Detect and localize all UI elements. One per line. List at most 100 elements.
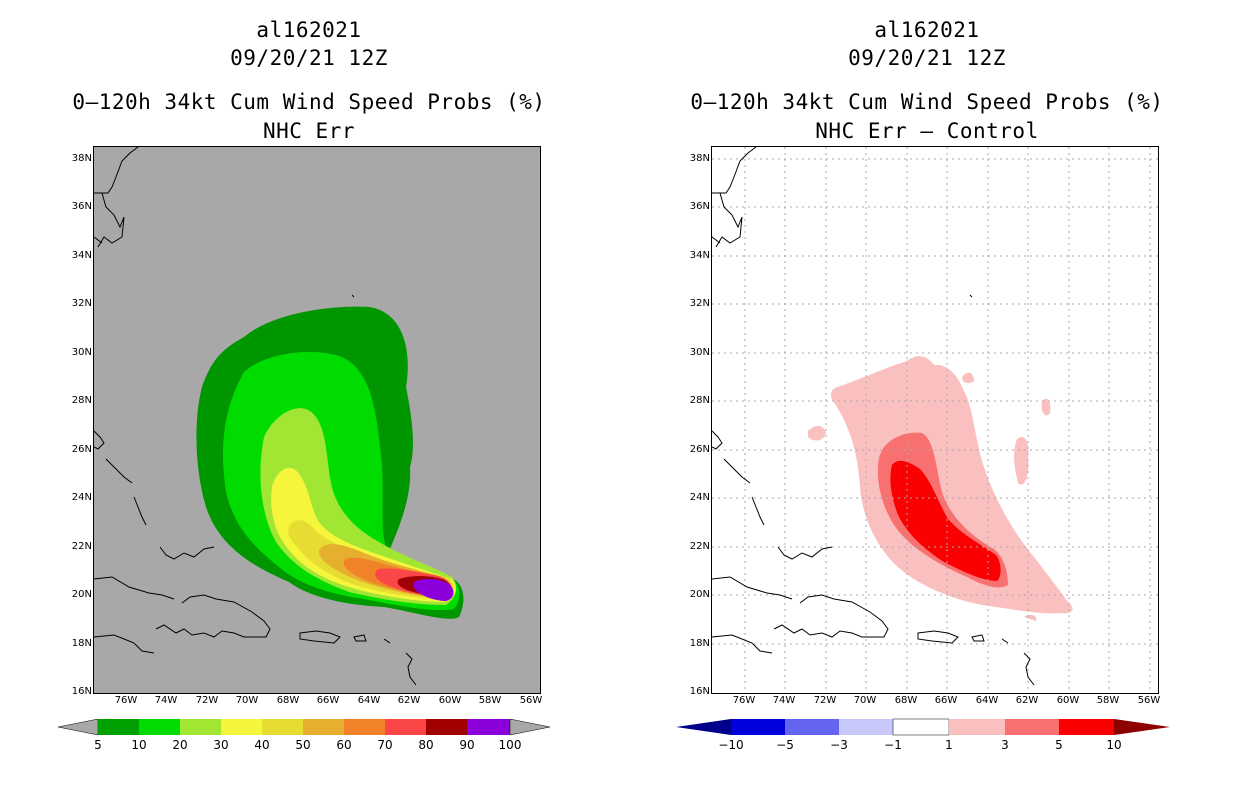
colorbar-end-low bbox=[676, 719, 731, 735]
lat-label: 36N bbox=[689, 201, 710, 212]
lat-label: 30N bbox=[689, 347, 710, 358]
lon-label: 56W bbox=[1137, 695, 1161, 706]
colorbar-bin bbox=[98, 719, 139, 735]
lat-label: 28N bbox=[689, 395, 710, 406]
colorbar-label: 70 bbox=[377, 738, 393, 752]
lon-label: 58W bbox=[478, 695, 502, 706]
colorbar-bin bbox=[839, 719, 893, 735]
colorbar-bin bbox=[467, 719, 510, 735]
map-subtitle: NHC Err – Control bbox=[815, 119, 1039, 143]
colorbar-label: 1 bbox=[945, 738, 953, 752]
colorbar-bin bbox=[949, 719, 1005, 735]
lat-label: 18N bbox=[71, 638, 92, 649]
colorbar-bin bbox=[1005, 719, 1059, 735]
datetime: 09/20/21 12Z bbox=[230, 46, 388, 70]
colorbar bbox=[57, 718, 551, 736]
contour-90pct bbox=[413, 578, 454, 601]
lat-label: 26N bbox=[71, 444, 92, 455]
colorbar-bin bbox=[385, 719, 426, 735]
colorbar-label: 30 bbox=[213, 738, 229, 752]
lon-label: 64W bbox=[357, 695, 381, 706]
colorbar-label: −5 bbox=[776, 738, 794, 752]
datetime: 09/20/21 12Z bbox=[848, 46, 1006, 70]
colorbar-end-high bbox=[1114, 719, 1170, 735]
colorbar-label: 10 bbox=[131, 738, 147, 752]
colorbar-label: −10 bbox=[718, 738, 744, 752]
map-title: 0–120h 34kt Cum Wind Speed Probs (%) bbox=[690, 90, 1164, 114]
lon-label: 72W bbox=[813, 695, 837, 706]
storm-id: al162021 bbox=[256, 18, 362, 42]
colorbar-bin bbox=[1059, 719, 1114, 735]
lat-label: 26N bbox=[689, 444, 710, 455]
colorbar-label: 5 bbox=[94, 738, 102, 752]
lat-label: 32N bbox=[689, 298, 710, 309]
lat-label: 16N bbox=[71, 686, 92, 697]
probability-map bbox=[93, 146, 541, 694]
lon-label: 64W bbox=[975, 695, 999, 706]
lon-label: 56W bbox=[519, 695, 543, 706]
lon-label: 62W bbox=[397, 695, 421, 706]
lon-label: 60W bbox=[1056, 695, 1080, 706]
lon-label: 62W bbox=[1015, 695, 1039, 706]
lat-label: 24N bbox=[71, 492, 92, 503]
lat-label: 20N bbox=[689, 589, 710, 600]
lon-label: 60W bbox=[438, 695, 462, 706]
colorbar-bin bbox=[785, 719, 839, 735]
lon-label: 72W bbox=[195, 695, 219, 706]
colorbar-label: 40 bbox=[254, 738, 270, 752]
lon-label: 68W bbox=[276, 695, 300, 706]
lon-label: 76W bbox=[732, 695, 756, 706]
colorbar-label: 60 bbox=[336, 738, 352, 752]
colorbar-bin bbox=[344, 719, 385, 735]
colorbar-bin bbox=[139, 719, 180, 735]
colorbar-label: 80 bbox=[418, 738, 434, 752]
colorbar-label: −1 bbox=[884, 738, 902, 752]
lat-label: 20N bbox=[71, 589, 92, 600]
lat-label: 38N bbox=[71, 153, 92, 164]
left-panel: al162021 09/20/21 12Z 0–120h 34kt Cum Wi… bbox=[57, 18, 551, 752]
colorbar-label: −3 bbox=[830, 738, 848, 752]
lon-label: 70W bbox=[235, 695, 259, 706]
lon-label: 68W bbox=[894, 695, 918, 706]
lon-label: 74W bbox=[154, 695, 178, 706]
colorbar-bin bbox=[303, 719, 344, 735]
contour-plus5 bbox=[890, 460, 1001, 581]
colorbar-bin bbox=[892, 718, 950, 736]
colorbar-bin bbox=[221, 719, 262, 735]
colorbar-label: 50 bbox=[295, 738, 311, 752]
colorbar-label: 5 bbox=[1055, 738, 1063, 752]
lon-label: 58W bbox=[1096, 695, 1120, 706]
lat-label: 32N bbox=[71, 298, 92, 309]
lat-label: 22N bbox=[689, 541, 710, 552]
colorbar-end-low bbox=[57, 718, 99, 736]
lat-label: 34N bbox=[689, 250, 710, 261]
lon-label: 66W bbox=[316, 695, 340, 706]
contour-plus1 bbox=[830, 356, 1073, 614]
lat-label: 38N bbox=[689, 153, 710, 164]
lon-label: 76W bbox=[114, 695, 138, 706]
colorbar-label: 3 bbox=[1001, 738, 1009, 752]
lon-label: 74W bbox=[772, 695, 796, 706]
map-title: 0–120h 34kt Cum Wind Speed Probs (%) bbox=[72, 90, 546, 114]
lat-label: 30N bbox=[71, 347, 92, 358]
difference-map bbox=[711, 146, 1159, 694]
grid bbox=[712, 147, 1158, 693]
colorbar-label: 20 bbox=[172, 738, 188, 752]
colorbar-label: 100 bbox=[498, 738, 522, 752]
colorbar-label: 90 bbox=[459, 738, 475, 752]
map-subtitle: NHC Err bbox=[262, 119, 355, 143]
lon-label: 66W bbox=[934, 695, 958, 706]
lon-label: 70W bbox=[853, 695, 877, 706]
colorbar-label: 10 bbox=[1106, 738, 1122, 752]
colorbar-bin bbox=[426, 719, 467, 735]
colorbar-bin bbox=[731, 719, 785, 735]
lat-label: 18N bbox=[689, 638, 710, 649]
lat-label: 22N bbox=[71, 541, 92, 552]
lat-label: 34N bbox=[71, 250, 92, 261]
lat-label: 24N bbox=[689, 492, 710, 503]
lat-label: 36N bbox=[71, 201, 92, 212]
right-panel: al162021 09/20/21 12Z 0–120h 34kt Cum Wi… bbox=[618, 0, 1236, 800]
colorbar-end-high bbox=[509, 718, 551, 736]
colorbar bbox=[676, 718, 1170, 736]
storm-id: al162021 bbox=[874, 18, 980, 42]
